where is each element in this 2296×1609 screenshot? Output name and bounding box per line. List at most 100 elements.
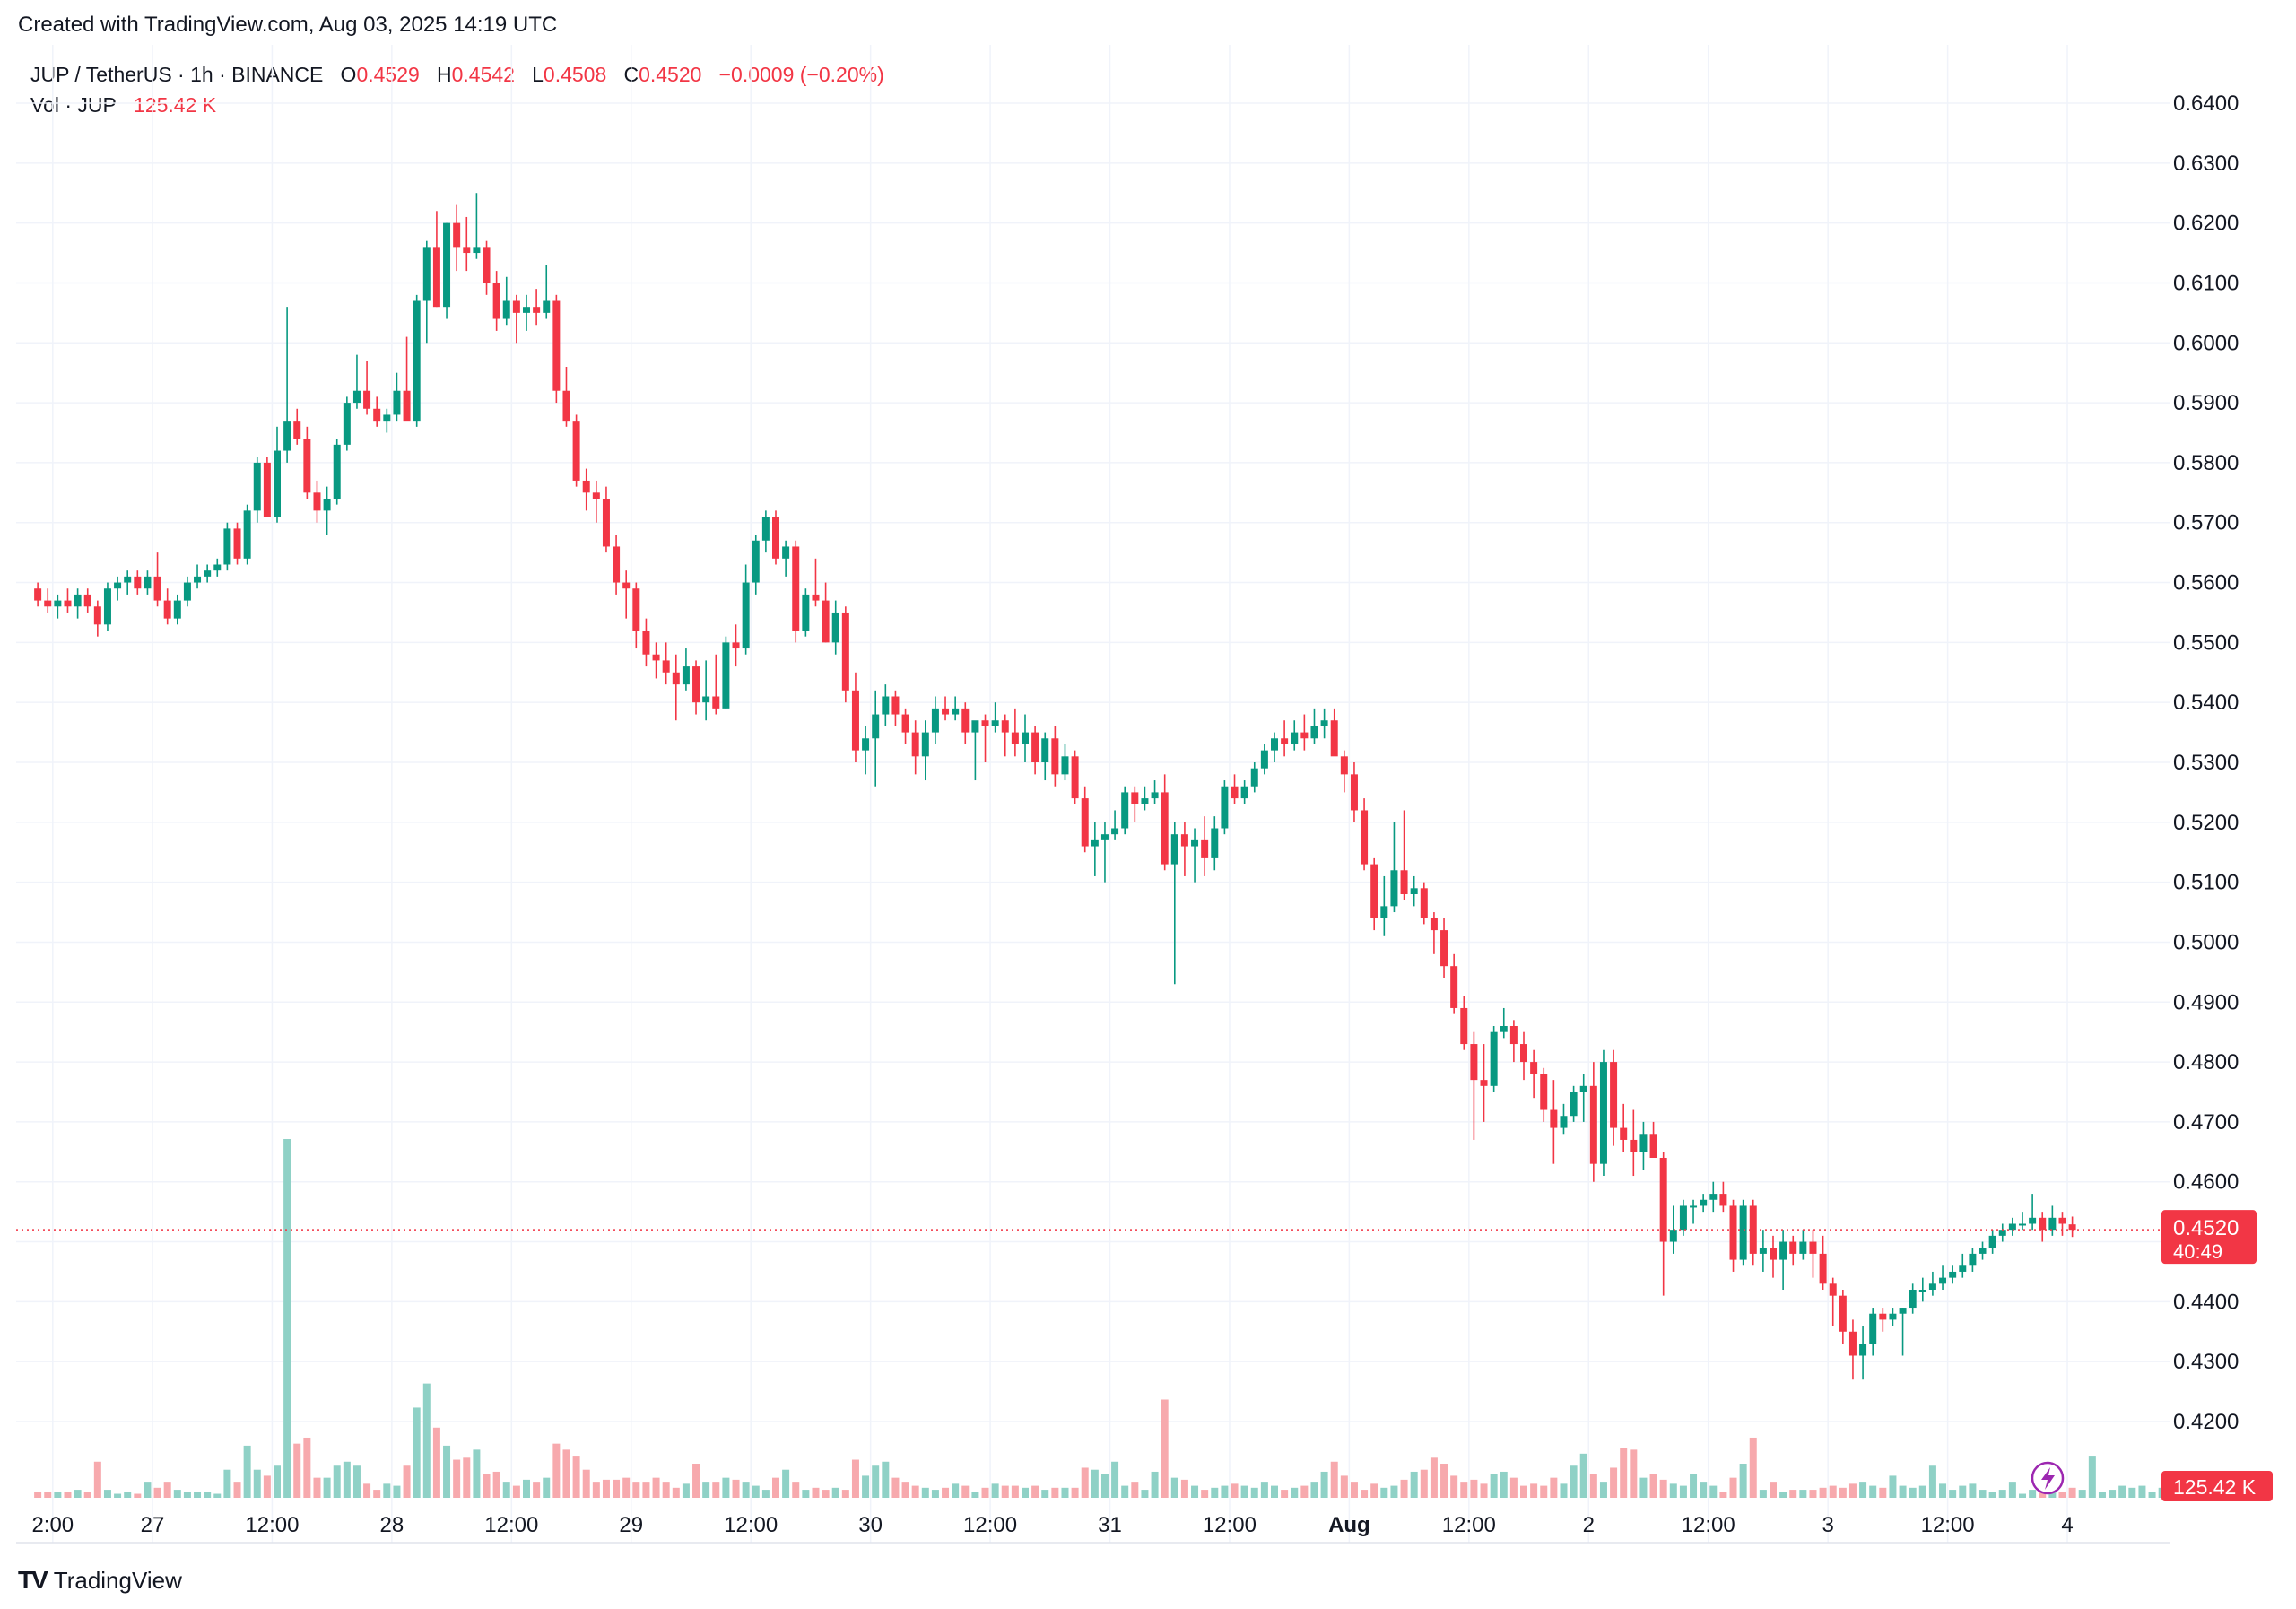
candle-body bbox=[432, 247, 440, 308]
volume-bar bbox=[1809, 1490, 1817, 1498]
volume-bar bbox=[942, 1487, 950, 1498]
change-value: −0.0009 (−0.20%) bbox=[718, 63, 884, 86]
time-tick-label: 31 bbox=[1098, 1513, 1122, 1537]
volume-bar bbox=[1051, 1487, 1059, 1498]
candle-body bbox=[283, 421, 291, 451]
candle-body bbox=[1061, 756, 1069, 775]
candle-body bbox=[204, 570, 212, 577]
volume-bar bbox=[2098, 1492, 2106, 1498]
countdown-text: 40:49 bbox=[2173, 1240, 2222, 1263]
volume-bar bbox=[463, 1457, 471, 1498]
volume-bar bbox=[2058, 1492, 2066, 1498]
candle-body bbox=[163, 600, 171, 619]
grid bbox=[16, 45, 2170, 1544]
price-tick-label: 0.5000 bbox=[2173, 930, 2239, 954]
volume-bar bbox=[742, 1482, 750, 1498]
volume-bar bbox=[1770, 1482, 1777, 1498]
time-tick-label: 12:00 bbox=[1203, 1513, 1257, 1537]
candle-body bbox=[1051, 738, 1059, 775]
candle-body bbox=[582, 480, 590, 493]
candle-body bbox=[942, 708, 950, 715]
candle-body bbox=[1620, 1127, 1628, 1140]
candle-body bbox=[1719, 1194, 1727, 1206]
candle-body bbox=[323, 499, 331, 511]
time-tick-label: 28 bbox=[380, 1513, 404, 1537]
volume-bar bbox=[1620, 1448, 1628, 1498]
volume-bar bbox=[34, 1492, 42, 1498]
price-axis[interactable]: 0.4200 0.4300 0.4400 0.4600 0.4700 0.4800 0.49… bbox=[2173, 91, 2239, 1434]
candle-body bbox=[1151, 792, 1159, 799]
candle-body bbox=[1121, 792, 1129, 829]
candle-body bbox=[74, 594, 82, 607]
volume-bar bbox=[1091, 1469, 1099, 1498]
candle-body bbox=[1570, 1092, 1578, 1117]
candle-body bbox=[1340, 756, 1348, 775]
volume-legend: Vol · JUP 125.42 K bbox=[30, 93, 216, 117]
volume-bar bbox=[523, 1479, 530, 1498]
candle-body bbox=[1540, 1074, 1548, 1110]
volume-bar bbox=[1659, 1479, 1667, 1498]
symbol-name[interactable]: JUP / TetherUS · 1h · BINANCE bbox=[30, 63, 324, 86]
volume-bar bbox=[1700, 1482, 1708, 1498]
volume-bar bbox=[961, 1485, 970, 1498]
volume-bar bbox=[1909, 1487, 1917, 1498]
candle-body bbox=[1022, 732, 1029, 744]
volume-bars bbox=[34, 1139, 2236, 1498]
volume-bar bbox=[1022, 1487, 1029, 1498]
volume-bar bbox=[1649, 1474, 1657, 1498]
time-tick-label: 12:00 bbox=[963, 1513, 1017, 1537]
volume-bar bbox=[1460, 1482, 1468, 1498]
candle-body bbox=[1001, 720, 1009, 733]
volume-bar bbox=[543, 1477, 551, 1498]
lightning-icon[interactable] bbox=[2041, 1467, 2055, 1490]
volume-bar bbox=[1570, 1465, 1578, 1498]
candle-body bbox=[543, 300, 551, 313]
close-value: 0.4520 bbox=[639, 63, 702, 86]
flash-icon[interactable] bbox=[2031, 1461, 2065, 1495]
time-tick-label: 3 bbox=[1822, 1513, 1833, 1537]
volume-bar bbox=[1869, 1485, 1877, 1498]
low-label: L bbox=[532, 63, 544, 86]
candle-body bbox=[931, 708, 939, 733]
volume-bar bbox=[352, 1465, 361, 1498]
candle-body bbox=[1709, 1194, 1718, 1200]
volume-bar bbox=[981, 1487, 989, 1498]
volume-bar bbox=[163, 1482, 171, 1498]
volume-bar bbox=[2088, 1456, 2096, 1498]
volume-bar bbox=[293, 1443, 301, 1498]
candle-body bbox=[1669, 1230, 1677, 1242]
price-tick-label: 0.5600 bbox=[2173, 571, 2239, 596]
candle-body bbox=[153, 576, 161, 601]
volume-bar bbox=[44, 1492, 52, 1498]
volume-bar bbox=[792, 1482, 800, 1498]
volume-bar bbox=[862, 1475, 870, 1498]
tradingview-branding[interactable]: TV TradingView bbox=[18, 1566, 182, 1595]
volume-bar bbox=[831, 1487, 839, 1498]
candle-body bbox=[911, 732, 919, 757]
candle-body bbox=[403, 390, 411, 422]
candle-body bbox=[453, 222, 461, 248]
volume-bar bbox=[752, 1485, 760, 1498]
volume-bar bbox=[1420, 1469, 1428, 1498]
candle-body bbox=[523, 307, 530, 313]
volume-bar bbox=[1001, 1485, 1009, 1498]
candle-body bbox=[1211, 828, 1219, 858]
candle-body bbox=[64, 600, 72, 607]
candle-body bbox=[1630, 1139, 1638, 1152]
volume-bar bbox=[1370, 1483, 1378, 1498]
candle-body bbox=[1700, 1199, 1708, 1206]
volume-bar bbox=[1221, 1485, 1229, 1498]
candle-body bbox=[1509, 1026, 1518, 1045]
candle-body bbox=[1969, 1253, 1977, 1266]
candle-body bbox=[274, 450, 281, 517]
volume-label[interactable]: Vol · JUP bbox=[30, 93, 117, 117]
time-axis[interactable]: 2:00 27 12:00 28 12:00 29 12:00 30 12:00 31 12:00 A… bbox=[31, 1513, 2073, 1537]
candle-body bbox=[1959, 1265, 1967, 1272]
candle-body bbox=[851, 690, 859, 751]
candle-body bbox=[2008, 1223, 2016, 1231]
candle-body bbox=[742, 582, 750, 649]
volume-bar bbox=[1610, 1467, 1618, 1498]
volume-bar bbox=[1669, 1483, 1677, 1498]
volume-bar bbox=[1918, 1485, 1926, 1498]
